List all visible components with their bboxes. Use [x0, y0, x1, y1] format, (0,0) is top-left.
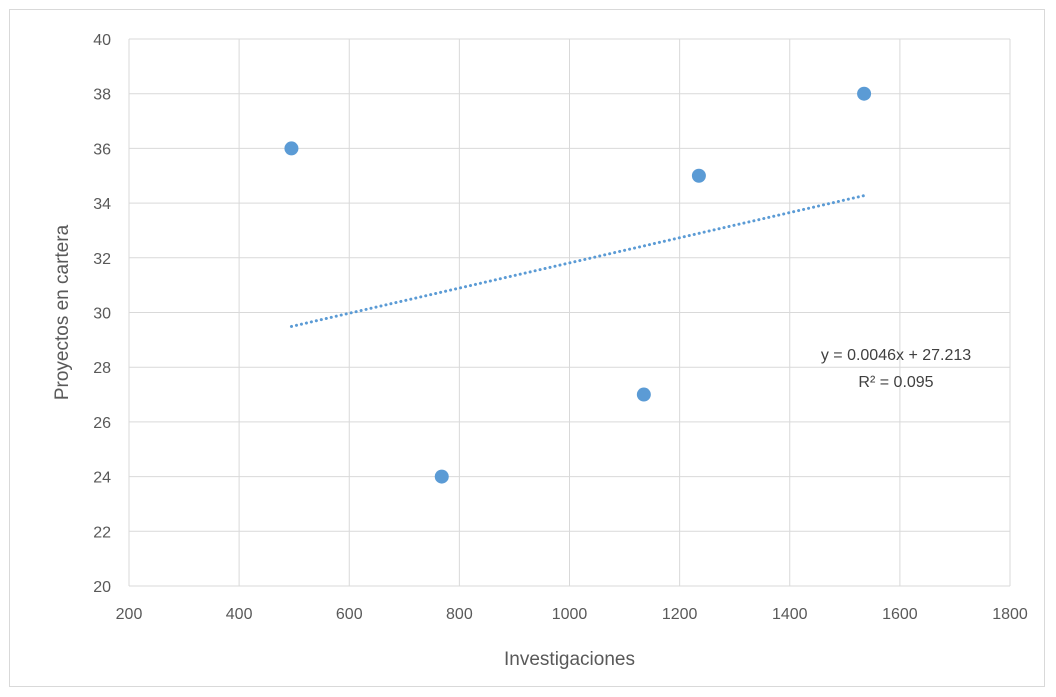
trendline-group — [289, 194, 866, 328]
x-tick-label: 600 — [336, 606, 363, 623]
x-axis-title: Investigaciones — [504, 649, 635, 670]
y-axis-title: Proyectos en cartera — [52, 224, 73, 400]
y-tick-label: 40 — [93, 32, 111, 49]
y-tick-label: 22 — [93, 524, 111, 541]
y-tick-label: 34 — [93, 196, 111, 213]
data-point — [434, 469, 449, 484]
trendline — [289, 194, 866, 328]
data-point — [284, 141, 299, 156]
data-points — [284, 86, 872, 484]
x-tick-label: 200 — [116, 606, 143, 623]
data-point — [636, 387, 651, 402]
trendline-r-squared: R² = 0.095 — [858, 374, 933, 391]
x-tick-label: 1000 — [552, 606, 588, 623]
y-tick-label: 30 — [93, 306, 111, 323]
x-tick-label: 1600 — [882, 606, 918, 623]
y-tick-label: 32 — [93, 251, 111, 268]
x-tick-label: 400 — [226, 606, 253, 623]
y-tick-label: 38 — [93, 87, 111, 104]
gridlines — [128, 38, 1011, 587]
data-point — [691, 168, 706, 183]
y-tick-label: 24 — [93, 470, 111, 487]
y-tick-label: 26 — [93, 415, 111, 432]
y-tick-label: 28 — [93, 360, 111, 377]
y-tick-label: 36 — [93, 141, 111, 158]
y-tick-label: 20 — [93, 579, 111, 596]
chart-frame — [9, 9, 1045, 687]
x-tick-label: 800 — [446, 606, 473, 623]
x-tick-label: 1400 — [772, 606, 808, 623]
x-tick-label: 1800 — [992, 606, 1028, 623]
x-tick-label: 1200 — [662, 606, 698, 623]
trendline-equation: y = 0.0046x + 27.213 — [821, 347, 971, 364]
tick-labels: 200 400 600 800 1000 1200 1400 1600 1800 20 22 24 26… — [93, 32, 1028, 623]
data-point — [857, 86, 872, 101]
